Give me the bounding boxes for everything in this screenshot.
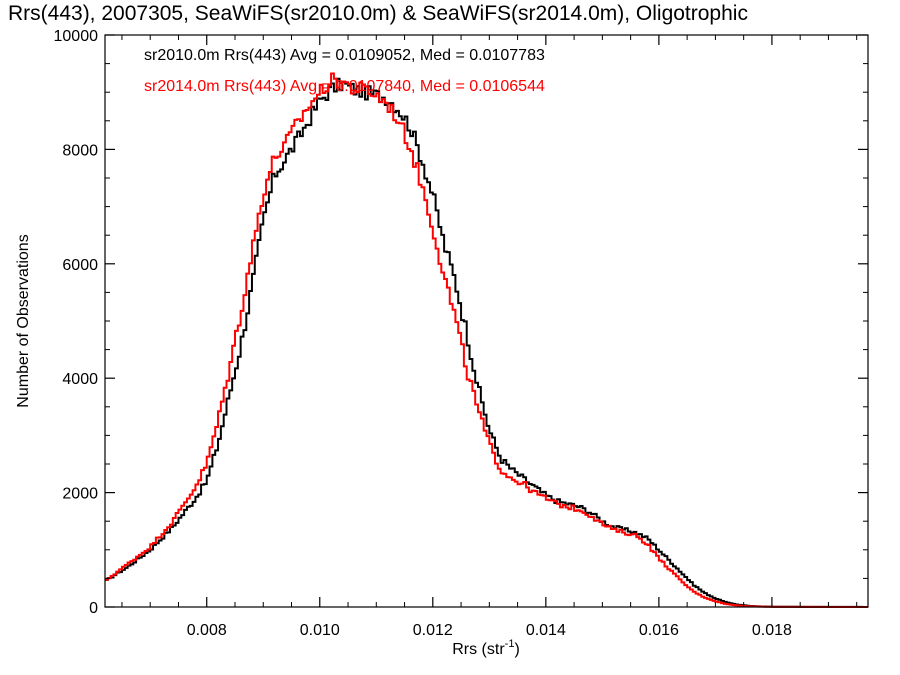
y-tick-label: 4000 [62,371,98,388]
x-tick-label: 0.008 [187,622,227,639]
y-axis-ticks: 0 2000 4000 6000 8000 10000 [54,28,868,617]
x-axis-label-close: ) [514,641,519,658]
x-tick-label: 0.014 [526,622,566,639]
plot-area: 0.008 0.010 0.012 0.014 0.016 0.018 0 2000 4000… [54,28,869,639]
legend-entry-1: sr2010.0m Rrs(443) Avg = 0.0109052, Med … [144,47,545,64]
x-axis-label-main: Rrs (str [452,641,505,658]
x-axis-ticks: 0.008 0.010 0.012 0.014 0.016 0.018 [121,35,858,639]
x-tick-label: 0.016 [639,622,679,639]
x-axis-label-superscript: -1 [505,638,515,650]
y-tick-label: 8000 [62,142,98,159]
x-axis-label: Rrs (str-1) [452,638,520,658]
x-tick-label: 0.018 [752,622,792,639]
series-line-1 [105,77,868,608]
legend-entry-2: sr2014.0m Rrs(443) Avg = 0.0107840, Med … [144,78,545,95]
series-group [105,72,868,608]
y-axis-label: Number of Observations [15,234,32,407]
legend: sr2010.0m Rrs(443) Avg = 0.0109052, Med … [144,47,545,95]
chart-title: Rrs(443), 2007305, SeaWiFS(sr2010.0m) & … [8,2,748,25]
y-tick-label: 2000 [62,486,98,503]
x-tick-label: 0.012 [413,622,453,639]
x-tick-label: 0.010 [300,622,340,639]
y-tick-label: 10000 [54,28,99,45]
y-tick-label: 6000 [62,257,98,274]
series-line-2 [105,72,868,608]
y-tick-label: 0 [89,600,98,617]
